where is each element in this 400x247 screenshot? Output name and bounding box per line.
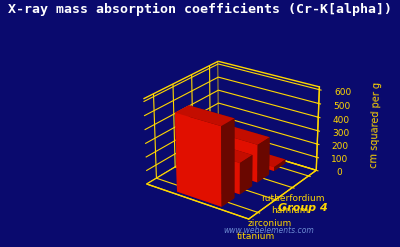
Text: Group 4: Group 4 — [278, 203, 328, 213]
Text: X-ray mass absorption coefficients (Cr-K[alpha]): X-ray mass absorption coefficients (Cr-K… — [8, 2, 392, 16]
Text: www.webelements.com: www.webelements.com — [223, 226, 314, 235]
